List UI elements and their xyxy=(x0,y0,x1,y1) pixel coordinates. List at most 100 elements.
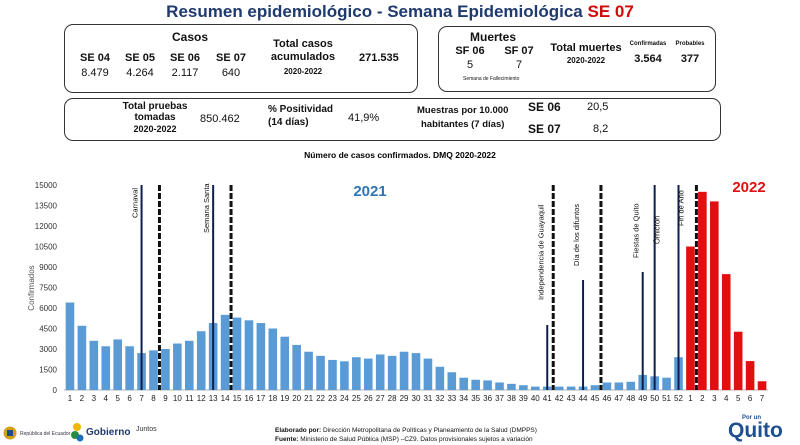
bar-2022-week-4 xyxy=(721,274,731,390)
y-axis-label: Confirmados xyxy=(27,265,36,310)
x-tick-label: 14 xyxy=(221,394,230,403)
x-tick-label: 33 xyxy=(447,394,456,403)
x-tick-label: 24 xyxy=(340,394,349,403)
bar-2021-week-2 xyxy=(77,325,87,390)
bar-2022-week-1 xyxy=(686,246,695,390)
bar-2021-week-15 xyxy=(232,317,242,390)
x-tick-label: 49 xyxy=(638,394,647,403)
cases-week-2-value: 4.264 xyxy=(126,67,154,79)
x-tick-label: 35 xyxy=(471,394,480,403)
logo-quito: Quito xyxy=(728,419,783,442)
logo-gobierno: Gobierno xyxy=(86,427,131,438)
bar-2021-week-35 xyxy=(471,379,480,390)
cases-week-1-label: SE 04 xyxy=(80,52,110,64)
x-tick-label: 43 xyxy=(567,394,576,403)
event-label-6: Fin de Año xyxy=(677,190,686,226)
probable-deaths-label: Probables xyxy=(675,41,705,47)
bar-2021-week-22 xyxy=(316,355,325,390)
gobierno-logo-icon xyxy=(71,423,84,442)
bar-2021-week-8 xyxy=(149,350,158,390)
x-tick-label: 42 xyxy=(555,394,564,403)
year-label-2022: 2022 xyxy=(732,179,765,196)
cases-week-4-value: 640 xyxy=(221,67,241,79)
x-tick-label: 20 xyxy=(292,394,301,403)
bar-2021-week-48 xyxy=(626,381,636,390)
samples-label-1: Muestras por 10.000 xyxy=(417,105,509,116)
y-tick-label: 12000 xyxy=(35,222,58,231)
x-tick-label: 50 xyxy=(650,394,659,403)
bar-2021-week-3 xyxy=(89,340,99,390)
x-tick-label: 52 xyxy=(674,394,683,403)
tests-panel xyxy=(64,98,721,141)
bar-2021-week-12 xyxy=(196,331,206,390)
bar-2021-week-21 xyxy=(304,351,313,390)
deaths-week-1-label: SF 06 xyxy=(455,45,485,57)
x-tick-label: 36 xyxy=(483,394,492,403)
x-tick-label: 17 xyxy=(256,394,265,403)
cases-week-2-label: SE 05 xyxy=(125,52,155,64)
x-tick-label: 46 xyxy=(602,394,611,403)
deaths-panel xyxy=(438,26,716,92)
x-tick-label: 34 xyxy=(459,394,468,403)
title-week: SE 07 xyxy=(587,2,634,21)
bar-2021-week-20 xyxy=(292,344,301,390)
tests-label-2: tomadas xyxy=(134,112,176,123)
x-tick-label: 3 xyxy=(712,394,717,403)
y-tick-label: 9000 xyxy=(39,263,57,272)
x-tick-label: 2 xyxy=(700,394,705,403)
bar-2021-week-19 xyxy=(280,336,290,390)
samples-label-2: habitantes (7 días) xyxy=(421,119,505,130)
logo-republica: República del Ecuador xyxy=(20,431,71,437)
elaborado-value: Dirección Metropolitana de Políticas y P… xyxy=(321,427,537,434)
bar-2021-week-36 xyxy=(483,380,492,390)
bar-2022-week-3 xyxy=(710,201,719,390)
bar-2021-week-28 xyxy=(387,355,397,390)
fuente-value: Ministerio de Salud Pública (MSP) –CZ9. … xyxy=(298,436,533,443)
total-deaths-label: Total muertes xyxy=(550,42,622,54)
x-tick-label: 2 xyxy=(80,394,85,403)
cases-panel xyxy=(64,24,418,93)
ecuador-coat-of-arms-icon xyxy=(3,426,17,440)
logo-porun: Por un xyxy=(742,415,761,421)
deaths-heading: Muertes xyxy=(470,30,517,44)
x-tick-label: 28 xyxy=(388,394,397,403)
event-label-3: Día de los difuntos xyxy=(572,204,581,266)
bar-2021-week-23 xyxy=(328,359,337,390)
x-tick-label: 37 xyxy=(495,394,504,403)
x-tick-label: 10 xyxy=(173,394,182,403)
x-tick-label: 1 xyxy=(68,394,73,403)
page-title: Resumen epidemiológico - Semana Epidemio… xyxy=(0,2,800,22)
cases-heading: Casos xyxy=(172,30,209,44)
bar-2021-week-40 xyxy=(531,386,540,390)
x-tick-label: 18 xyxy=(268,394,277,403)
x-tick-label: 27 xyxy=(376,394,385,403)
x-tick-label: 12 xyxy=(197,394,206,403)
y-tick-label: 3000 xyxy=(39,345,57,354)
bar-2021-week-31 xyxy=(423,358,433,390)
bar-2021-week-4 xyxy=(101,346,111,390)
cases-week-3-value: 2.117 xyxy=(171,67,199,79)
x-tick-label: 6 xyxy=(748,394,753,403)
x-tick-label: 7 xyxy=(139,394,144,403)
bar-2021-week-29 xyxy=(399,351,409,390)
bar-2021-week-17 xyxy=(256,323,266,390)
x-tick-label: 6 xyxy=(127,394,132,403)
tests-label-1: Total pruebas xyxy=(122,101,188,112)
x-tick-label: 15 xyxy=(233,394,242,403)
total-cases-period: 2020-2022 xyxy=(283,67,323,76)
elaborado-label: Elaborado por: xyxy=(275,427,322,434)
y-tick-label: 1500 xyxy=(39,366,57,375)
y-tick-label: 15000 xyxy=(35,181,58,190)
bar-2021-week-37 xyxy=(495,382,504,390)
x-tick-label: 9 xyxy=(163,394,168,403)
x-tick-label: 44 xyxy=(579,394,588,403)
samples-week-1-label: SE 06 xyxy=(528,100,561,114)
event-label-1: Semana Santa xyxy=(202,183,211,233)
bar-2021-week-27 xyxy=(375,354,385,390)
tests-period: 2020-2022 xyxy=(133,124,177,134)
y-tick-label: 13500 xyxy=(35,202,58,211)
x-tick-label: 26 xyxy=(364,394,373,403)
x-tick-label: 25 xyxy=(352,394,361,403)
y-tick-label: 4500 xyxy=(39,325,57,334)
x-tick-label: 16 xyxy=(244,394,253,403)
